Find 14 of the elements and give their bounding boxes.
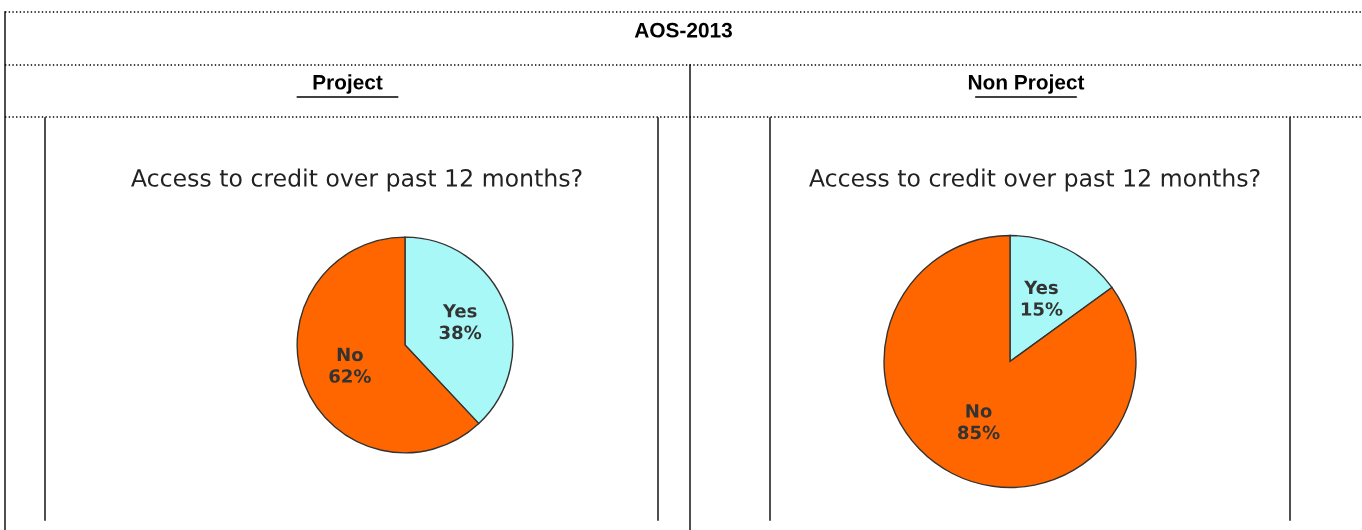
pie-slice bbox=[883, 234, 1137, 489]
data-label: 15% bbox=[1021, 302, 1063, 316]
data-label: 38% bbox=[439, 325, 482, 340]
chart-subtitle: Access to credit over past 12 months? bbox=[131, 168, 582, 192]
data-label: 62% bbox=[329, 369, 371, 383]
chart-title: Non Project bbox=[968, 74, 1085, 94]
slice-label: No bbox=[337, 347, 363, 362]
text: AOS-2013 bbox=[634, 22, 732, 38]
slice-label: Yes bbox=[442, 304, 477, 318]
chart-title: Project bbox=[313, 74, 383, 94]
data-label: 85% bbox=[958, 425, 1000, 440]
chart-subtitle: Access to credit over past 12 months? bbox=[809, 168, 1260, 192]
slice-label: Yes bbox=[1024, 280, 1058, 295]
slice-label: No bbox=[966, 404, 992, 418]
